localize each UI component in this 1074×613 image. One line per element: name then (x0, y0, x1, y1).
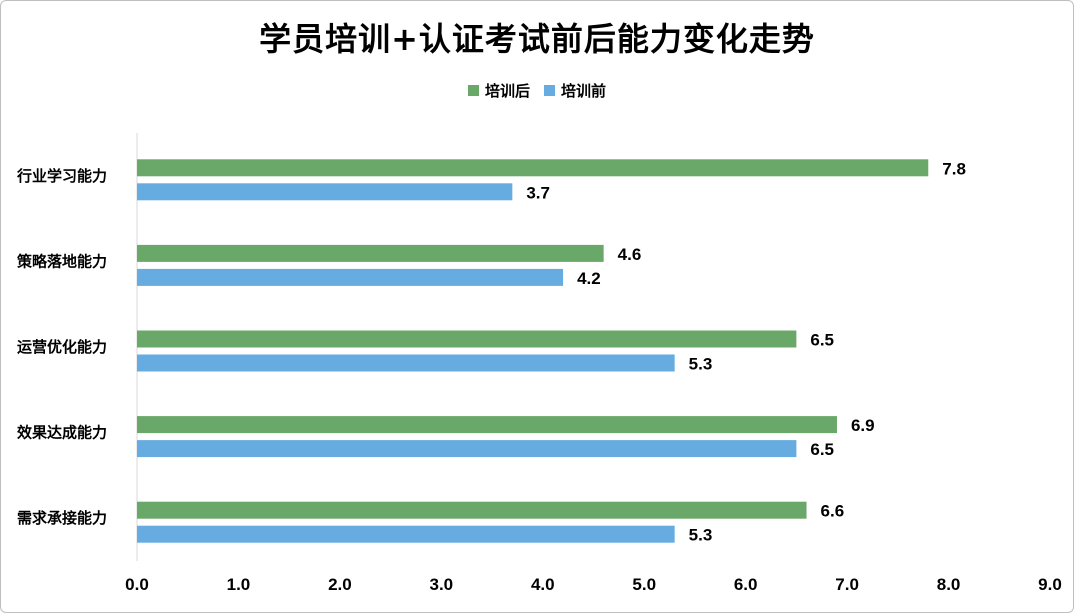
legend-item-before: 培训前 (544, 80, 606, 101)
bar-before (137, 440, 797, 458)
category-label: 行业学习能力 (16, 167, 107, 185)
category-label: 运营优化能力 (17, 338, 107, 356)
legend-swatch-before (544, 85, 555, 96)
data-label: 5.3 (689, 355, 713, 374)
data-label: 4.2 (577, 269, 601, 288)
x-tick-label: 4.0 (531, 575, 555, 594)
category-label: 策略落地能力 (16, 252, 107, 270)
x-tick-label: 1.0 (227, 575, 251, 594)
x-tick-label: 2.0 (328, 575, 352, 594)
bar-after (137, 416, 837, 434)
chart-title: 学员培训+认证考试前后能力变化走势 (259, 20, 815, 58)
category-label: 需求承接能力 (17, 509, 107, 527)
data-label: 5.3 (689, 526, 713, 545)
x-tick-label: 7.0 (835, 575, 859, 594)
x-tick-label: 0.0 (125, 575, 149, 594)
data-label: 7.8 (942, 159, 966, 178)
category-label: 效果达成能力 (17, 424, 107, 442)
data-label: 6.6 (821, 502, 845, 521)
bar-before (137, 525, 675, 543)
legend-label-after: 培训后 (484, 82, 530, 100)
bar-before (137, 268, 564, 286)
legend: 培训后 培训前 (0, 80, 1074, 101)
data-label: 4.6 (618, 245, 642, 264)
bar-before (137, 354, 675, 372)
bar-before (137, 183, 513, 201)
bar-after (137, 501, 807, 519)
x-tick-label: 6.0 (734, 575, 758, 594)
bar-after (137, 244, 604, 262)
x-tick-label: 9.0 (1038, 575, 1062, 594)
bar-after (137, 159, 929, 177)
x-tick-label: 5.0 (632, 575, 656, 594)
data-label: 6.5 (810, 440, 834, 459)
legend-swatch-after (467, 85, 479, 96)
data-label: 3.7 (526, 183, 550, 202)
bar-after (137, 330, 797, 348)
data-label: 6.9 (851, 416, 875, 435)
data-label: 6.5 (810, 331, 834, 350)
legend-item-after: 培训后 (467, 80, 530, 101)
x-tick-label: 3.0 (430, 575, 454, 594)
x-tick-label: 8.0 (937, 575, 961, 594)
legend-label-before: 培训前 (561, 82, 607, 100)
